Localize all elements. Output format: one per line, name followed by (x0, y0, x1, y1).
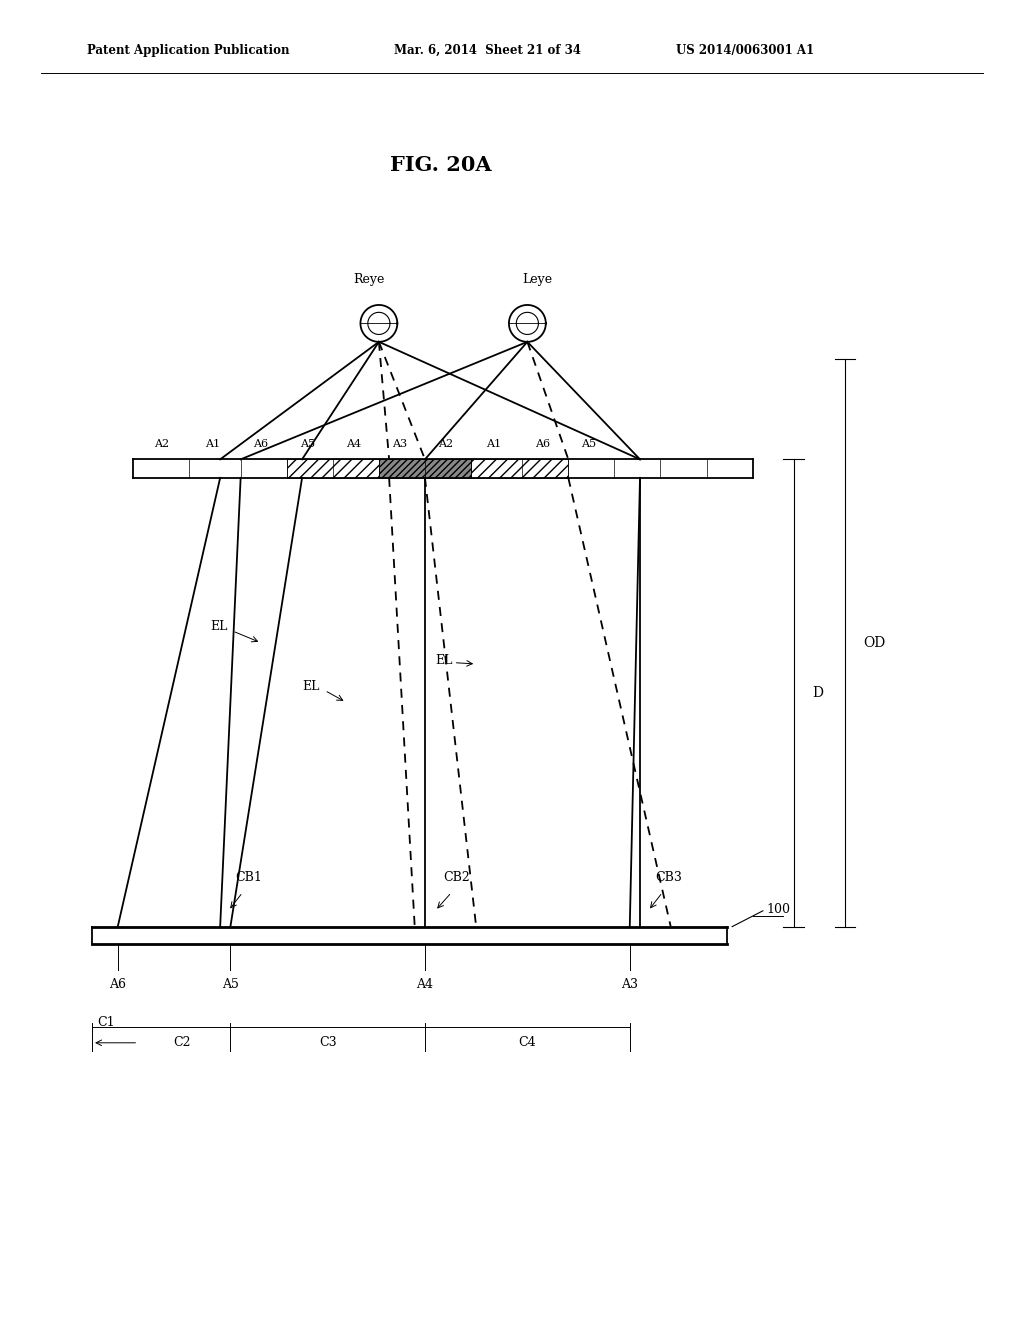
Text: A6: A6 (254, 438, 268, 449)
Text: A4: A4 (346, 438, 360, 449)
Text: C2: C2 (173, 1036, 190, 1049)
Text: CB3: CB3 (655, 871, 682, 884)
Text: Reye: Reye (353, 273, 384, 286)
Text: A3: A3 (622, 978, 638, 991)
Text: A3: A3 (392, 438, 407, 449)
Text: A6: A6 (110, 978, 126, 991)
Text: OD: OD (863, 636, 886, 649)
Text: 100: 100 (766, 903, 790, 916)
Bar (287, 459, 379, 478)
Text: A1: A1 (486, 438, 501, 449)
Text: Leye: Leye (522, 273, 553, 286)
Text: CB1: CB1 (236, 871, 262, 884)
Text: Mar. 6, 2014  Sheet 21 of 34: Mar. 6, 2014 Sheet 21 of 34 (394, 44, 582, 57)
Text: EL: EL (302, 680, 319, 693)
Text: A5: A5 (582, 438, 596, 449)
Text: A6: A6 (536, 438, 550, 449)
Text: C3: C3 (318, 1036, 337, 1049)
Text: C4: C4 (518, 1036, 537, 1049)
Text: A5: A5 (300, 438, 314, 449)
Text: C1: C1 (97, 1016, 115, 1030)
Text: CB2: CB2 (443, 871, 470, 884)
Text: A5: A5 (222, 978, 239, 991)
Bar (379, 459, 471, 478)
Text: D: D (812, 686, 823, 700)
Text: A4: A4 (417, 978, 433, 991)
Text: A2: A2 (438, 438, 453, 449)
Text: Patent Application Publication: Patent Application Publication (87, 44, 290, 57)
Text: EL: EL (210, 620, 227, 634)
Text: EL: EL (435, 653, 453, 667)
Text: US 2014/0063001 A1: US 2014/0063001 A1 (676, 44, 814, 57)
Text: A1: A1 (206, 438, 220, 449)
Text: FIG. 20A: FIG. 20A (389, 154, 492, 176)
Text: A2: A2 (155, 438, 169, 449)
Bar (471, 459, 568, 478)
